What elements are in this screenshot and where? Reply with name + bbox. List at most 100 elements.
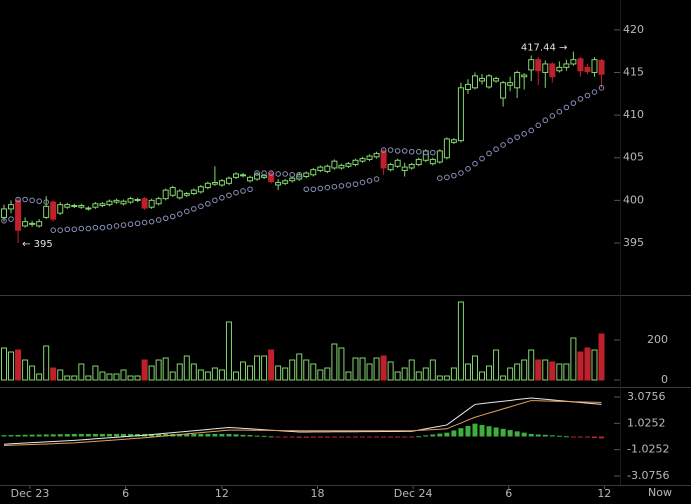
sar-dot xyxy=(570,100,577,106)
candle-body xyxy=(457,87,464,142)
macd-histogram-bar xyxy=(163,433,169,437)
candle-body xyxy=(591,59,598,73)
candle-body xyxy=(352,159,359,166)
candle-body xyxy=(464,83,471,91)
sar-dot xyxy=(127,221,134,228)
macd-histogram-bar xyxy=(458,428,464,437)
candle-body xyxy=(479,77,486,82)
sar-dot xyxy=(458,170,464,176)
sar-dot xyxy=(430,149,436,156)
macd-histogram-bar xyxy=(106,433,112,437)
volume-bar xyxy=(127,375,134,381)
y-tick-label: 400 xyxy=(623,193,644,206)
volume-bar xyxy=(268,349,275,381)
candle-body xyxy=(197,186,204,193)
macd-histogram-bar xyxy=(205,433,211,437)
macd-histogram-bar xyxy=(409,436,415,438)
sar-dot xyxy=(282,171,288,177)
sar-dot xyxy=(317,185,324,192)
volume-bar xyxy=(218,369,225,381)
y-tick-label: 410 xyxy=(623,108,644,121)
sar-dot xyxy=(275,171,281,177)
macd-histogram-bar xyxy=(338,436,344,438)
candle-body xyxy=(577,58,584,72)
candle-body xyxy=(22,221,29,227)
volume-bar xyxy=(401,367,408,381)
volume-bar xyxy=(549,361,556,381)
macd-histogram-bar xyxy=(275,436,281,438)
macd-histogram-bar xyxy=(521,432,527,437)
candle-body xyxy=(486,75,493,88)
macd-histogram-bar xyxy=(486,426,492,437)
candle-body xyxy=(345,163,352,167)
candle-body xyxy=(162,189,169,200)
candle-body xyxy=(521,74,528,78)
macd-histogram-bar xyxy=(78,433,84,437)
sar-dot xyxy=(289,171,296,178)
volume-bar xyxy=(204,371,211,381)
sar-dot xyxy=(268,170,274,176)
y-tick-label: 200 xyxy=(647,333,668,346)
sar-dot xyxy=(437,175,443,181)
macd-histogram-bar xyxy=(282,436,288,438)
candle-body xyxy=(338,164,345,169)
macd-histogram-bar xyxy=(360,436,366,438)
candle-body xyxy=(584,66,591,73)
sar-dot xyxy=(141,219,148,226)
macd-line xyxy=(3,400,602,446)
volume-bar xyxy=(450,367,457,381)
y-tick-label: 395 xyxy=(623,236,644,249)
macd-histogram-bar xyxy=(226,433,232,437)
sar-dot xyxy=(444,174,450,181)
candle-body xyxy=(50,201,57,220)
volume-bar xyxy=(22,359,29,381)
volume-bar xyxy=(275,365,282,381)
macd-histogram-bar xyxy=(310,436,316,438)
sar-dot xyxy=(120,222,127,228)
macd-histogram-bar xyxy=(135,433,141,437)
macd-histogram-bar xyxy=(29,434,35,437)
sar-dot xyxy=(542,117,549,124)
macd-histogram-bar xyxy=(500,428,506,437)
macd-histogram-bar xyxy=(535,434,541,437)
candle-body xyxy=(99,203,106,206)
volume-bar xyxy=(528,349,535,381)
candle-body xyxy=(471,75,478,89)
sar-dot xyxy=(50,227,57,234)
volume-bar xyxy=(387,361,394,381)
volume-bar xyxy=(15,349,22,381)
sar-dot xyxy=(380,147,387,153)
candle-body xyxy=(317,166,324,172)
x-end-label: Now xyxy=(648,486,672,499)
sar-dot xyxy=(176,211,183,217)
candle-body xyxy=(1,208,8,218)
sar-dot xyxy=(78,225,85,232)
sar-dot xyxy=(486,150,492,157)
candle-body xyxy=(92,203,99,208)
candle-body xyxy=(254,173,261,180)
x-tick-label: 6 xyxy=(122,487,129,500)
candle-body xyxy=(232,173,239,178)
candle-body xyxy=(29,222,36,225)
candle-body xyxy=(359,158,366,162)
candle-body xyxy=(570,59,577,65)
sar-dot xyxy=(493,146,499,153)
candle-body xyxy=(380,150,387,169)
volume-bar xyxy=(85,375,92,381)
macd-histogram-bar xyxy=(423,435,429,437)
volume-bar xyxy=(120,369,127,381)
macd-histogram-bar xyxy=(451,430,457,437)
volume-bar xyxy=(36,373,43,381)
macd-histogram-bar xyxy=(345,436,351,438)
macd-histogram-bar xyxy=(268,436,274,438)
candle-body xyxy=(415,158,422,166)
sar-dot xyxy=(479,155,485,162)
volume-bar xyxy=(162,357,169,381)
candle-body xyxy=(211,181,218,185)
volume-bar xyxy=(563,363,570,381)
volume-bar xyxy=(57,369,64,381)
volume-bar xyxy=(584,347,591,381)
macd-histogram-bar xyxy=(556,435,562,437)
sar-dot xyxy=(169,213,176,220)
macd-histogram-bar xyxy=(156,433,162,437)
